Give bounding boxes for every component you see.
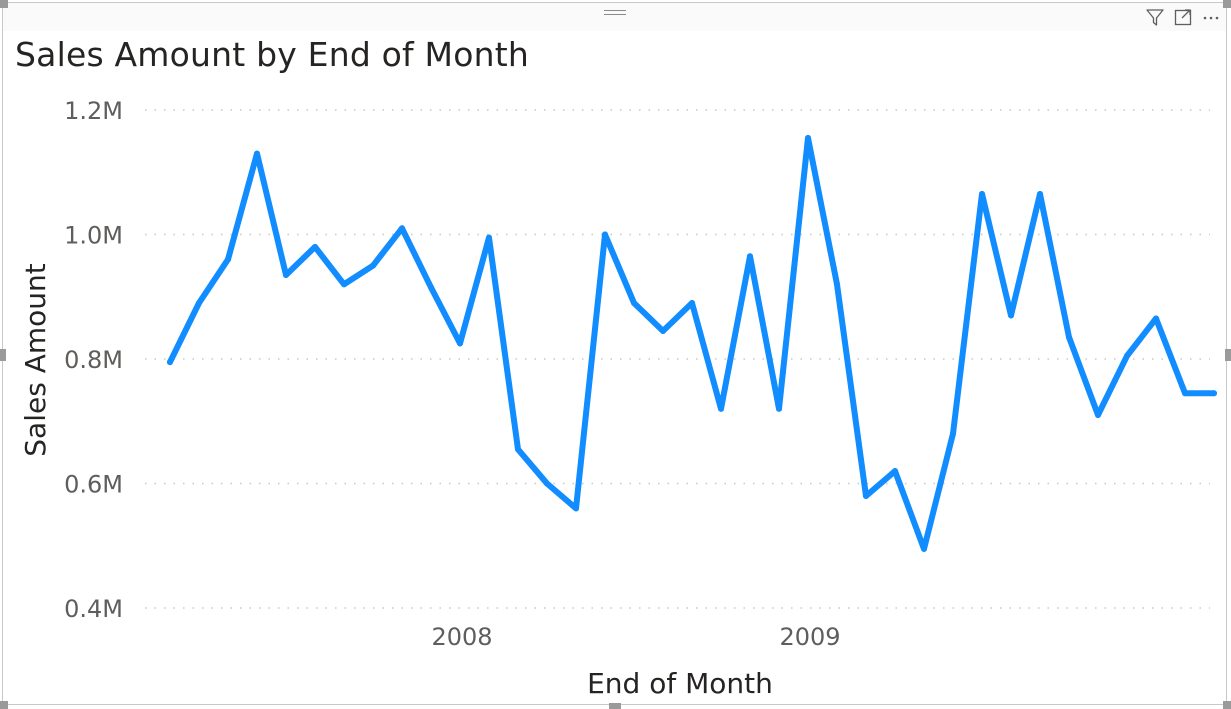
series-line[interactable]: [167, 135, 1217, 552]
data-point[interactable]: [631, 299, 637, 306]
data-point[interactable]: [167, 359, 173, 366]
resize-handle-bottom[interactable]: [609, 703, 621, 709]
data-point[interactable]: [834, 281, 840, 288]
data-point[interactable]: [428, 284, 434, 291]
data-point[interactable]: [718, 405, 724, 412]
data-point[interactable]: [776, 405, 782, 412]
data-point[interactable]: [892, 468, 898, 475]
filter-icon[interactable]: [1144, 6, 1166, 28]
data-point[interactable]: [225, 256, 231, 263]
data-point[interactable]: [196, 299, 202, 306]
data-point[interactable]: [950, 430, 956, 437]
data-point[interactable]: [573, 505, 579, 512]
y-axis-ticks: 0.4M 0.6M 0.8M 1.0M 1.2M: [64, 97, 123, 623]
data-point[interactable]: [312, 243, 318, 250]
data-point[interactable]: [399, 225, 405, 232]
data-point[interactable]: [370, 262, 376, 269]
data-point[interactable]: [1095, 412, 1101, 419]
data-point[interactable]: [747, 253, 753, 260]
y-tick-label: 0.6M: [64, 471, 123, 499]
more-options-icon[interactable]: [1200, 6, 1222, 28]
data-point[interactable]: [544, 480, 550, 487]
x-axis-ticks: 2008 2009: [431, 623, 840, 651]
x-tick-label: 2009: [779, 623, 840, 651]
data-point[interactable]: [1037, 191, 1043, 198]
data-point[interactable]: [921, 545, 927, 552]
visual-header-icons: [1138, 6, 1222, 28]
data-point[interactable]: [341, 281, 347, 288]
visual-header: [3, 3, 1226, 31]
y-tick-label: 1.0M: [64, 222, 123, 250]
data-point[interactable]: [486, 234, 492, 241]
data-point[interactable]: [1153, 315, 1159, 322]
resize-handle-bottom-right[interactable]: [1223, 701, 1231, 709]
resize-handle-right[interactable]: [1225, 349, 1231, 361]
data-point[interactable]: [283, 271, 289, 278]
data-point[interactable]: [805, 135, 811, 142]
data-point[interactable]: [457, 340, 463, 347]
data-point[interactable]: [979, 191, 985, 198]
data-point[interactable]: [1211, 390, 1217, 397]
chart-title: Sales Amount by End of Month: [15, 35, 529, 74]
data-point[interactable]: [254, 150, 260, 157]
data-point[interactable]: [1008, 312, 1014, 319]
resize-handle-bottom-left[interactable]: [0, 701, 8, 709]
data-point[interactable]: [1124, 352, 1130, 359]
x-tick-label: 2008: [431, 623, 492, 651]
data-point[interactable]: [1182, 390, 1188, 397]
gridlines: [145, 109, 1210, 609]
y-axis-label: Sales Amount: [19, 263, 52, 456]
data-point[interactable]: [660, 327, 666, 334]
y-tick-label: 1.2M: [64, 97, 123, 125]
resize-handle-left[interactable]: [0, 349, 6, 361]
drag-handle[interactable]: [604, 10, 626, 20]
series-group: [167, 135, 1217, 552]
data-point[interactable]: [689, 299, 695, 306]
data-point[interactable]: [602, 231, 608, 238]
data-point[interactable]: [1066, 334, 1072, 341]
resize-handle-top-left[interactable]: [0, 0, 8, 8]
data-point[interactable]: [863, 492, 869, 499]
x-axis-label: End of Month: [587, 667, 773, 700]
focus-mode-icon[interactable]: [1172, 6, 1194, 28]
resize-handle-top-right[interactable]: [1223, 0, 1231, 8]
y-tick-label: 0.4M: [64, 595, 123, 623]
data-point[interactable]: [515, 446, 521, 453]
y-tick-label: 0.8M: [64, 346, 123, 374]
